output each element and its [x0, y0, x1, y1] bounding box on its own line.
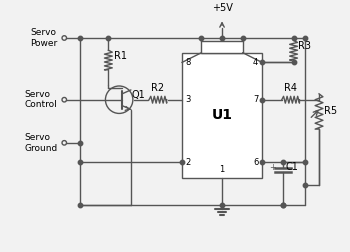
- Text: 3: 3: [186, 95, 191, 104]
- Text: Q1: Q1: [132, 90, 146, 100]
- Text: R5: R5: [324, 107, 337, 116]
- Text: R3: R3: [299, 41, 312, 51]
- Text: 7: 7: [253, 95, 258, 104]
- Text: +: +: [270, 163, 276, 172]
- Text: R1: R1: [114, 51, 127, 61]
- Text: +5V: +5V: [212, 4, 232, 14]
- Bar: [202, 41, 243, 53]
- Text: 2: 2: [186, 158, 191, 167]
- Text: 8: 8: [186, 58, 191, 67]
- Text: U1: U1: [211, 108, 232, 122]
- Text: C1: C1: [286, 162, 299, 172]
- Text: 6: 6: [253, 158, 258, 167]
- Text: 4: 4: [253, 58, 258, 67]
- Text: R2: R2: [151, 83, 164, 93]
- Text: R4: R4: [284, 83, 297, 93]
- Text: Servo
Ground: Servo Ground: [24, 133, 57, 152]
- Text: Servo
Control: Servo Control: [25, 90, 57, 109]
- Text: Servo
Power: Servo Power: [30, 28, 57, 48]
- Text: 1: 1: [219, 165, 225, 174]
- Bar: [182, 53, 262, 178]
